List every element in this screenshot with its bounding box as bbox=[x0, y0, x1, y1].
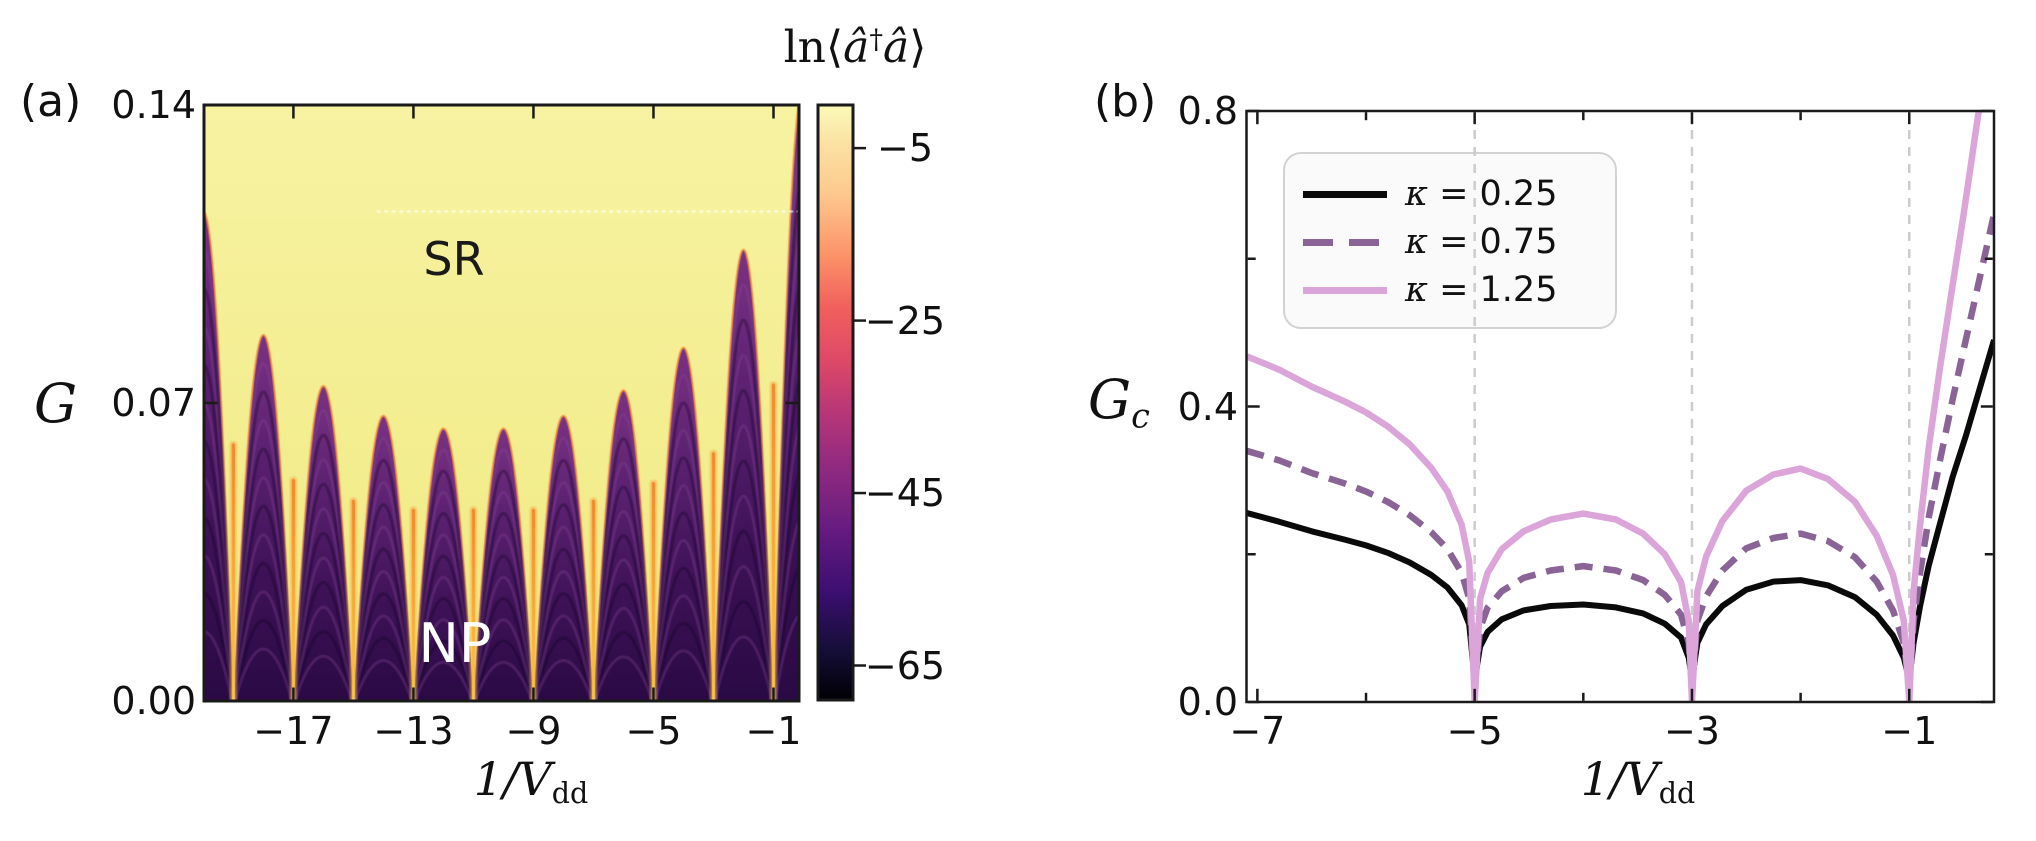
legend: κ = 0.25 κ = 0.75 κ = 1.25 bbox=[1283, 152, 1617, 329]
phase-diagram-heatmap bbox=[204, 105, 799, 701]
panel-a-frame bbox=[202, 103, 801, 703]
panel-b-frame bbox=[1245, 109, 1996, 704]
panel-a-ytick-0p14: 0.14 bbox=[111, 83, 196, 127]
panel-b-xtick-label: −7 bbox=[1229, 709, 1286, 753]
colorbar-label-ln: ln⟨ bbox=[783, 22, 844, 73]
panel-b-xtick-label: −3 bbox=[1663, 709, 1720, 753]
panel-a-xtick-label: −5 bbox=[625, 709, 682, 753]
legend-kappa-value: = 1.25 bbox=[1427, 270, 1558, 310]
series-κ=0.25 bbox=[1246, 339, 1994, 683]
colorbar-label-a1: â bbox=[843, 22, 870, 73]
panel-b-xlabel-sub: dd bbox=[1658, 776, 1696, 810]
legend-item-075: κ = 0.75 bbox=[1285, 218, 1615, 266]
colorbar-tick-label: −5 bbox=[876, 126, 934, 171]
series-κ=0.75 bbox=[1246, 213, 1994, 691]
colorbar-tick-label: −25 bbox=[864, 298, 946, 343]
region-label-NP: NP bbox=[418, 612, 492, 675]
panel-a-xtick-label: −13 bbox=[373, 709, 454, 753]
panel-a-xtick-label: −17 bbox=[253, 709, 334, 753]
panel-b-ytick-0p4: 0.4 bbox=[1177, 385, 1238, 429]
panel-b-ylabel-sub: c bbox=[1131, 396, 1150, 436]
panel-a-xlabel: 1/Vdd bbox=[431, 752, 631, 810]
panel-b-ytick-0p0: 0.0 bbox=[1177, 680, 1238, 724]
panel-b-xtick-label: −1 bbox=[1881, 709, 1938, 753]
panel-b-ytick-0p8: 0.8 bbox=[1177, 89, 1238, 133]
colorbar-tick-label: −45 bbox=[864, 471, 946, 516]
legend-kappa-symbol: κ bbox=[1405, 270, 1428, 310]
colorbar-tick-label: −65 bbox=[864, 643, 946, 688]
panel-a-ylabel-G: G bbox=[34, 372, 78, 435]
legend-swatch bbox=[1303, 239, 1387, 246]
legend-label: κ = 0.75 bbox=[1405, 218, 1557, 266]
legend-label: κ = 0.25 bbox=[1405, 170, 1557, 218]
legend-kappa-value: = 0.75 bbox=[1427, 222, 1558, 262]
panel-b-ylabel-main: G bbox=[1088, 368, 1132, 431]
colorbar-label: ln⟨â†â⟩ bbox=[745, 22, 965, 73]
panel-a-ytick-0p00: 0.00 bbox=[111, 679, 196, 723]
panel-a-ytick-0p07: 0.07 bbox=[111, 381, 196, 425]
colorbar-gradient bbox=[818, 105, 853, 700]
panel-a-letter: (a) bbox=[20, 76, 82, 127]
legend-label: κ = 1.25 bbox=[1405, 266, 1557, 314]
colorbar-label-close: ⟩ bbox=[909, 22, 927, 73]
panel-a-xtick-label: −9 bbox=[505, 709, 562, 753]
panel-b-xtick-label: −5 bbox=[1446, 709, 1503, 753]
panel-a-xlabel-main: 1/V bbox=[473, 752, 552, 806]
legend-swatch bbox=[1303, 191, 1387, 198]
legend-item-025: κ = 0.25 bbox=[1285, 170, 1615, 218]
region-label-SR: SR bbox=[423, 232, 485, 286]
legend-kappa-symbol: κ bbox=[1405, 174, 1428, 214]
colorbar-label-a2: â bbox=[883, 22, 910, 73]
panel-a-xlabel-sub: dd bbox=[551, 776, 589, 810]
panel-b-ylabel-Gc: Gc bbox=[1088, 368, 1150, 435]
panel-b-letter: (b) bbox=[1094, 76, 1157, 127]
legend-swatch bbox=[1303, 287, 1387, 294]
colorbar-label-dagger: † bbox=[869, 24, 884, 56]
legend-kappa-value: = 0.25 bbox=[1427, 174, 1558, 214]
legend-kappa-symbol: κ bbox=[1405, 222, 1428, 262]
colorbar-frame bbox=[816, 103, 855, 702]
panel-b-xlabel-main: 1/V bbox=[1580, 752, 1659, 806]
series-κ=1.25 bbox=[1246, 111, 1983, 702]
panel-b-xlabel: 1/Vdd bbox=[1538, 752, 1738, 810]
panel-a-xtick-label: −1 bbox=[745, 709, 802, 753]
legend-item-125: κ = 1.25 bbox=[1285, 266, 1615, 314]
